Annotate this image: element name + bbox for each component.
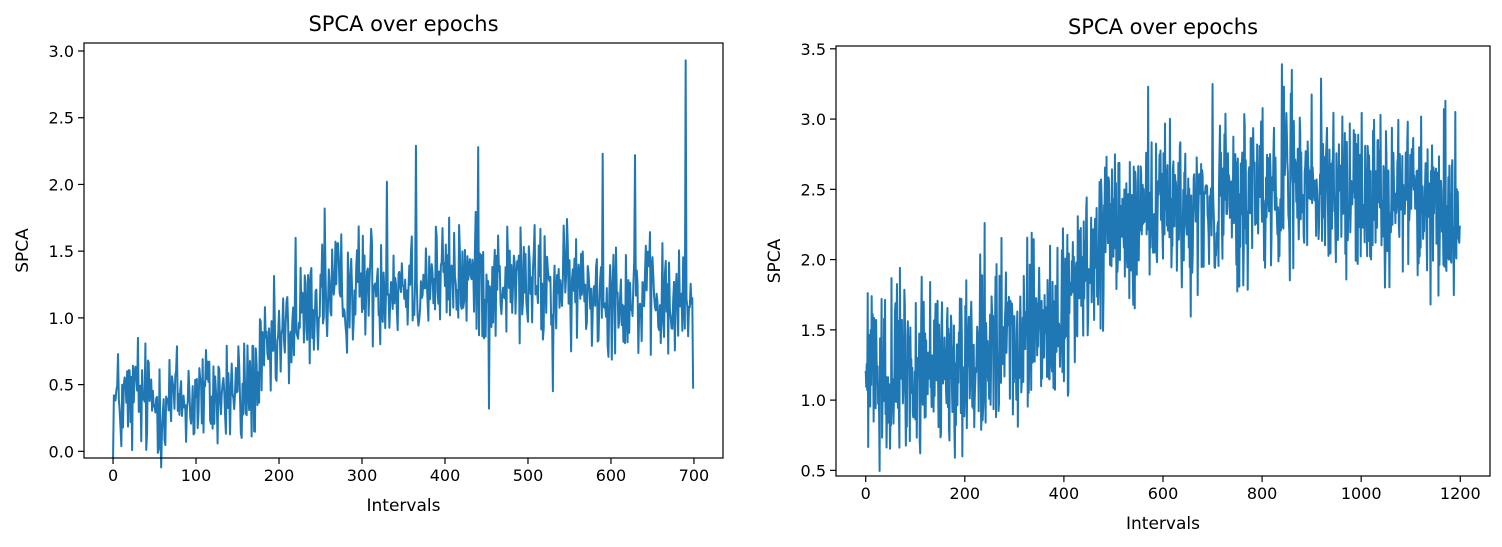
chart-title: SPCA over epochs <box>308 12 498 36</box>
x-tick-label: 800 <box>1247 484 1278 503</box>
series-line <box>864 63 1461 473</box>
y-tick-label: 0.5 <box>49 376 74 395</box>
plot-frame <box>83 42 724 459</box>
y-tick-label: 2.5 <box>801 180 826 199</box>
x-tick-label: 700 <box>679 466 710 485</box>
x-axis-label: Intervals <box>1126 514 1200 534</box>
y-tick-label: 1.5 <box>801 321 826 340</box>
x-axis-label: Intervals <box>367 496 441 516</box>
x-tick-label: 400 <box>1049 484 1080 503</box>
x-tick-label: 200 <box>264 466 295 485</box>
chart-title: SPCA over epochs <box>1068 15 1258 39</box>
x-tick-label: 0 <box>861 484 871 503</box>
y-axis-label: SPCA <box>765 238 785 283</box>
y-tick-label: 3.0 <box>49 42 74 61</box>
y-tick-label: 2.5 <box>49 109 74 128</box>
x-tick-label: 0 <box>108 466 118 485</box>
y-tick-label: 3.5 <box>801 40 826 59</box>
x-tick-label: 600 <box>1148 484 1179 503</box>
x-tick-label: 300 <box>347 466 378 485</box>
series-line <box>112 59 695 469</box>
x-tick-label: 1000 <box>1341 484 1382 503</box>
y-tick-label: 3.0 <box>801 110 826 129</box>
x-tick-label: 600 <box>596 466 627 485</box>
y-tick-label: 0.5 <box>801 461 826 480</box>
y-tick-label: 2.0 <box>49 175 74 194</box>
x-tick-label: 200 <box>950 484 981 503</box>
chart-1: 0 100 200 300 400 500 600 700 0.0 0.5 1.0 1.5 2.0 2.5… <box>13 12 724 516</box>
x-tick-label: 400 <box>430 466 461 485</box>
x-tick-label: 500 <box>513 466 544 485</box>
y-tick-label: 1.5 <box>49 242 74 261</box>
x-tick-label: 100 <box>181 466 212 485</box>
y-tick-label: 0.0 <box>49 442 74 461</box>
y-tick-label: 2.0 <box>801 251 826 270</box>
chart-2: 0 200 400 600 800 1000 1200 0.5 1.0 1.5 2.0 2.5 3.0 3… <box>765 15 1491 534</box>
y-axis-label: SPCA <box>13 228 33 273</box>
y-tick-label: 1.0 <box>801 391 826 410</box>
y-tick-label: 1.0 <box>49 309 74 328</box>
x-tick-label: 1200 <box>1440 484 1481 503</box>
